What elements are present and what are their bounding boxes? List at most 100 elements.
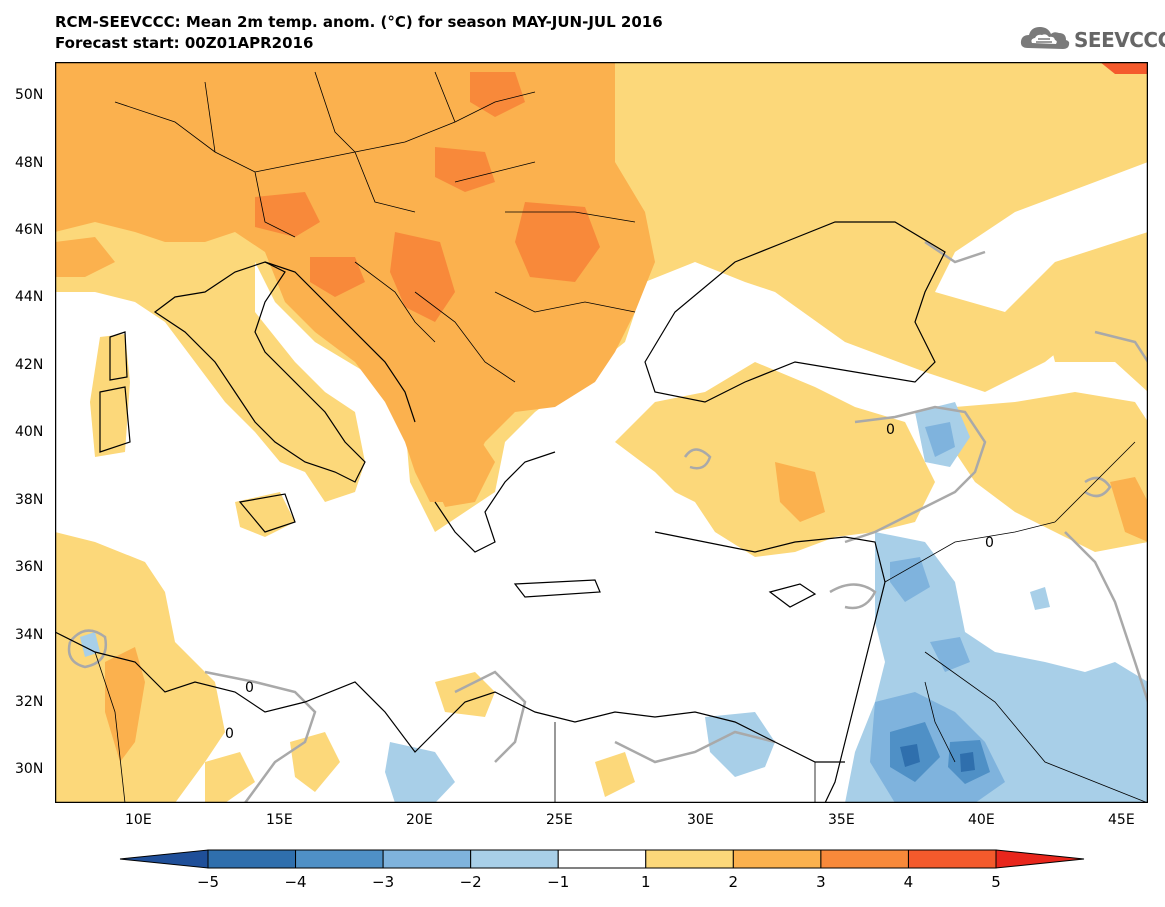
anomaly-region-neg-1-2-libya [385, 742, 455, 803]
anomaly-region-2-3-balkans-south [425, 422, 495, 507]
lat-label-44n: 44N [15, 289, 44, 305]
coastline-black-sea [644, 221, 946, 403]
colorbar-tick-label: −1 [547, 873, 569, 891]
anomaly-spot-3-4-north [470, 72, 525, 117]
zero-contour-tunisia [67, 629, 108, 669]
zero-contour-iraq [1064, 531, 1148, 703]
lon-label-40e: 40E [968, 812, 995, 828]
lat-label-42n: 42N [15, 357, 44, 373]
logo-text: SEEVCCC [1074, 28, 1165, 52]
zero-contour-egypt-2 [614, 730, 776, 764]
colorbar-tick-label: −3 [372, 873, 394, 891]
anomaly-patch-east-2-3 [1110, 477, 1148, 542]
lat-label-38n: 38N [15, 492, 44, 508]
zero-contour-levant-1 [829, 583, 877, 610]
colorbar-tick-label: −4 [284, 873, 306, 891]
lon-label-20e: 20E [406, 812, 433, 828]
zero-contour-libya [204, 670, 317, 803]
lat-label-40n: 40N [15, 424, 44, 440]
colorbar-segment [820, 849, 909, 869]
border-lines-europe [114, 71, 636, 383]
lat-label-32n: 32N [15, 694, 44, 710]
anomaly-region-neg-1-2-tunisia [80, 632, 100, 657]
anomaly-spot-3-4-ne [1100, 62, 1148, 74]
colorbar-segment [907, 849, 997, 869]
anomaly-region-neg-2-3-iraq [930, 637, 970, 672]
colorbar-segment [557, 849, 647, 869]
zero-contour-central-turkey [683, 448, 712, 470]
colorbar-segment [732, 849, 822, 869]
anomaly-spot-3-4-romania [515, 202, 600, 282]
anomaly-region-neg-1-2-egypt [705, 712, 775, 777]
colorbar-tick-label: 4 [904, 873, 914, 891]
coastline-cyprus [768, 583, 817, 608]
seevccc-logo: SEEVCCC [1018, 22, 1165, 56]
contour-label-2: 0 [245, 680, 254, 696]
colorbar-segment [470, 849, 559, 869]
border-lines-mideast [94, 441, 1148, 803]
anomaly-region-anatolia [615, 362, 935, 557]
anomaly-patch-sicily [235, 492, 295, 537]
temperature-anomaly-map: 0 0 0 0 [55, 62, 1148, 803]
anomaly-patch-libya-2 [290, 732, 340, 792]
lon-label-35e: 35E [828, 812, 855, 828]
lon-label-15e: 15E [266, 812, 293, 828]
zero-contour-turkey [844, 405, 987, 544]
colorbar-segment [207, 849, 297, 869]
lat-label-36n: 36N [15, 559, 44, 575]
colorbar-tick-label: 3 [816, 873, 826, 891]
anomaly-spot-3-4-serbia [390, 232, 455, 322]
colorbar-segment-max [995, 849, 1085, 869]
lat-label-30n: 30N [15, 761, 44, 777]
map-title: RCM-SEEVCCC: Mean 2m temp. anom. (°C) fo… [55, 13, 663, 31]
anomaly-region-neg-2-3-turkey [925, 422, 955, 457]
colorbar-tick-label: −2 [460, 873, 482, 891]
anomaly-patch-tunisia-2-3 [105, 647, 145, 762]
colorbar-segment [645, 849, 734, 869]
anomaly-region-neg-4-5-core-2 [960, 752, 975, 772]
coastline-corsica [109, 331, 128, 381]
zero-contour-east [1094, 330, 1148, 363]
anomaly-patch-caucasus [1045, 297, 1148, 392]
zero-contour-caucasus [924, 240, 986, 264]
anomaly-spot-3-4-austria [255, 192, 320, 237]
coastline-greece [434, 451, 556, 553]
zero-contour-egypt [454, 670, 527, 763]
anomaly-spot-3-4-hungary [435, 147, 495, 192]
anomaly-region-east-anatolia [955, 392, 1148, 552]
cloud-icon [1020, 27, 1070, 49]
lat-label-48n: 48N [15, 155, 44, 171]
colorbar-tick-label: 1 [641, 873, 651, 891]
anomaly-spot-3-4-bosnia [310, 257, 365, 297]
colorbar-tick-label: 5 [991, 873, 1001, 891]
lon-label-45e: 45E [1108, 812, 1135, 828]
anomaly-patch-libya-3 [205, 752, 255, 803]
lat-label-50n: 50N [15, 87, 44, 103]
coastline-sardinia [99, 386, 131, 453]
anomaly-patch-libya [435, 672, 495, 717]
anomaly-patch-egypt [595, 752, 635, 797]
zero-contour-east-2 [1084, 476, 1112, 498]
coastline-africa [55, 631, 845, 763]
colorbar-segment [382, 849, 472, 869]
colorbar: −5 −4 −3 −2 −1 1 2 3 4 5 [119, 849, 1085, 891]
anomaly-region-neg-2-3-syria [890, 557, 930, 602]
contour-label-3: 0 [225, 726, 234, 742]
coastline-sicily [238, 493, 296, 533]
lon-label-25e: 25E [546, 812, 573, 828]
colorbar-tick-label: 2 [729, 873, 739, 891]
coastline-turkey-south [654, 531, 886, 583]
colorbar-tick-label: −5 [197, 873, 219, 891]
coastline-levant [824, 581, 886, 803]
anomaly-region-neg-4-5-core [900, 744, 920, 767]
anomaly-region-2-3-west [55, 237, 115, 277]
contour-label-4: 0 [985, 535, 994, 551]
lat-label-46n: 46N [15, 222, 44, 238]
colorbar-segment [295, 849, 384, 869]
anomaly-patch-anatolia-2-3 [775, 462, 825, 522]
coastline-adriatic [264, 261, 416, 423]
lon-label-30e: 30E [687, 812, 714, 828]
contour-label-1: 0 [886, 422, 895, 438]
lat-label-34n: 34N [15, 627, 44, 643]
coastline-italy [153, 261, 366, 483]
